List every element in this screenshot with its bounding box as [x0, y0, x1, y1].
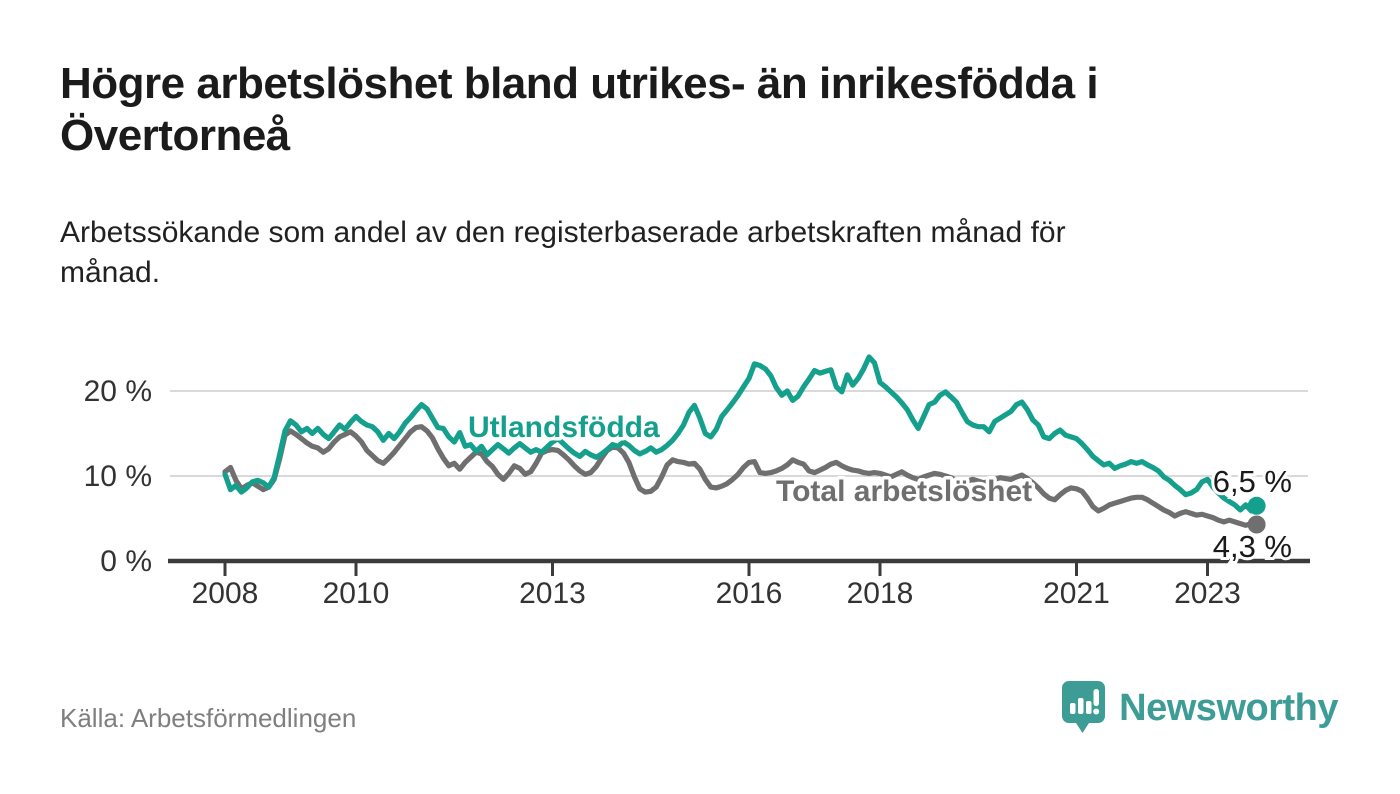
page-title-line2: Övertorneå: [60, 110, 290, 160]
series-line-total-arbetsl-shet: [222, 424, 1260, 528]
x-axis-label-2023: 2023: [1174, 577, 1241, 610]
series-end-dot-utlandsf-dda: [1247, 496, 1266, 515]
page-title-line1: Högre arbetslöshet bland utrikes- än inr…: [60, 59, 1099, 108]
end-value-label-total-arbetsl-shet: 4,3 %: [1213, 529, 1292, 564]
page-subtitle: Arbetssökande som andel av den registerb…: [60, 213, 1290, 293]
y-axis-label-20: 20 %: [84, 375, 152, 408]
newsworthy-brand: Newsworthy: [1060, 680, 1338, 737]
newsworthy-logo-icon: [1062, 681, 1106, 733]
x-axis-label-2010: 2010: [323, 577, 390, 610]
x-axis-label-2021: 2021: [1043, 577, 1110, 610]
newsworthy-wordmark: Newsworthy: [1119, 687, 1338, 729]
page-subtitle-line2: månad.: [60, 255, 161, 289]
y-axis-label-10: 10 %: [84, 460, 152, 493]
page-title: Högre arbetslöshet bland utrikes- än inr…: [60, 58, 1350, 162]
x-axis-label-2016: 2016: [716, 577, 783, 610]
series-label-total-arbetsl-shet: Total arbetslöshet: [776, 475, 1032, 508]
page-subtitle-line1: Arbetssökande som andel av den registerb…: [60, 216, 1066, 249]
x-axis-label-2008: 2008: [192, 577, 259, 610]
y-axis-label-0: 0 %: [100, 545, 152, 578]
series-end-dot-total-arbetsl-shet: [1247, 515, 1266, 534]
source-caption: Källa: Arbetsförmedlingen: [60, 703, 357, 733]
series-label-utlandsf-dda: Utlandsfödda: [468, 411, 660, 444]
x-axis-label-2013: 2013: [519, 577, 586, 610]
end-value-label-utlandsf-dda: 6,5 %: [1213, 464, 1292, 499]
x-axis-label-2018: 2018: [847, 577, 914, 610]
series-line-utlandsf-dda: [222, 354, 1260, 514]
